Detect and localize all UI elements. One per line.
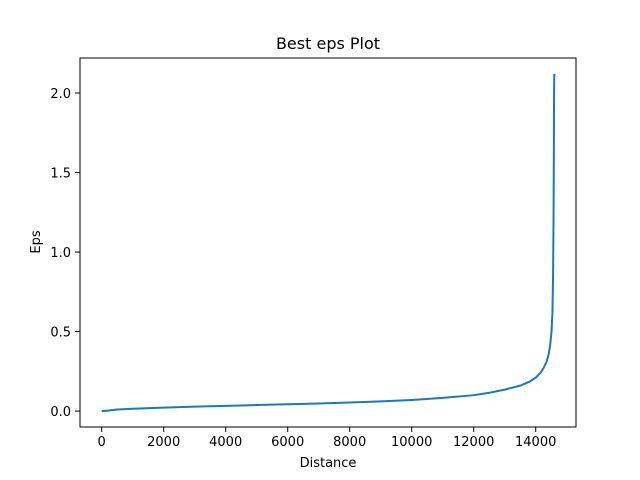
x-tick-label: 0 [98, 435, 106, 450]
y-tick-label: 0.0 [50, 405, 71, 420]
plot-area [101, 73, 556, 413]
series-line [101, 73, 556, 413]
y-tick-label: 1.0 [50, 246, 71, 261]
y-tick-label: 1.5 [50, 167, 71, 182]
x-tick-label: 6000 [271, 435, 304, 450]
x-axis-label: Distance [300, 456, 357, 471]
x-tick-label: 2000 [147, 435, 180, 450]
y-tick-label: 0.5 [50, 326, 71, 341]
x-tick-label: 4000 [209, 435, 242, 450]
y-axis: 0.0 0.5 1.0 1.5 2.0 [50, 87, 80, 420]
x-tick-label: 8000 [333, 435, 366, 450]
axes-frame [79, 57, 577, 428]
x-tick-label: 14000 [515, 435, 556, 450]
x-tick-label: 10000 [391, 435, 432, 450]
x-tick-label: 12000 [453, 435, 494, 450]
chart-title: Best eps Plot [276, 34, 380, 53]
y-axis-label: Eps [29, 230, 44, 253]
x-axis: 0 2000 4000 6000 8000 10000 12000 14000 [98, 427, 556, 450]
y-tick-label: 2.0 [50, 87, 71, 102]
